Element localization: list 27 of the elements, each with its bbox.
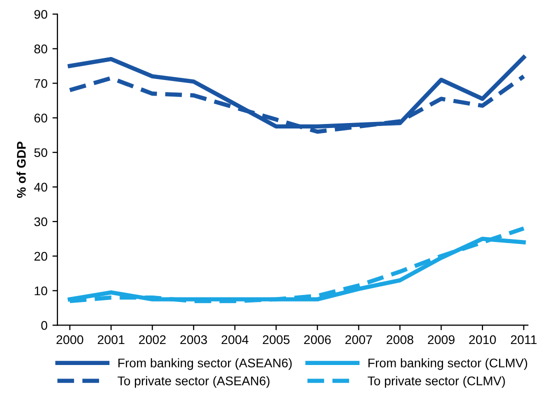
y-tick-label: 90 xyxy=(34,10,48,19)
y-tick-label: 20 xyxy=(34,252,48,261)
y-tick-label: 70 xyxy=(34,79,48,88)
y-tick-label: 10 xyxy=(34,286,48,296)
x-tick-label: 2006 xyxy=(304,335,331,344)
x-tick-label: 2002 xyxy=(139,335,166,344)
y-tick-label: 40 xyxy=(34,182,48,192)
legend-label: To private sector (CLMV) xyxy=(368,376,505,388)
x-tick-label: 2011 xyxy=(510,335,537,344)
x-tick-label: 2003 xyxy=(180,335,207,344)
x-tick-label: 2005 xyxy=(262,335,290,344)
y-axis-title: % of GDP xyxy=(16,142,26,198)
y-tick-label: 30 xyxy=(34,217,48,226)
x-tick-label: 2008 xyxy=(386,335,414,344)
legend-label: From banking sector (CLMV) xyxy=(368,358,528,370)
x-tick-label: 2001 xyxy=(98,335,124,344)
y-tick-label: 60 xyxy=(34,114,48,122)
legend-label: From banking sector (ASEAN6) xyxy=(118,358,292,370)
x-tick-label: 2010 xyxy=(469,335,496,344)
x-tick-label: 2004 xyxy=(222,335,248,344)
x-tick-label: 2009 xyxy=(428,335,455,344)
y-tick-label: 50 xyxy=(34,148,48,158)
y-tick-label: 80 xyxy=(34,44,48,54)
y-tick-label: 0 xyxy=(41,321,48,330)
x-tick-label: 2007 xyxy=(345,335,372,344)
legend-label: To private sector (ASEAN6) xyxy=(118,376,270,388)
x-tick-label: 2000 xyxy=(56,335,84,344)
